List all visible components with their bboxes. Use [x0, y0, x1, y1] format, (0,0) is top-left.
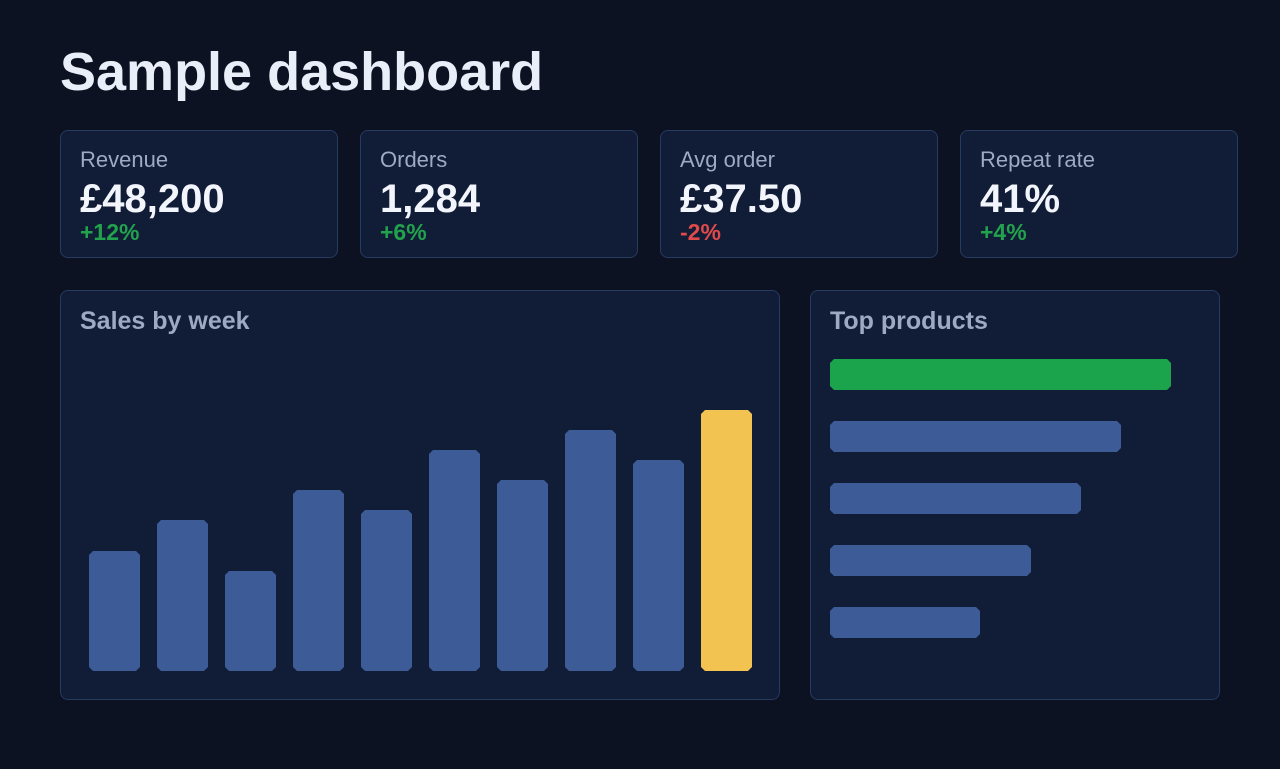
kpi-value: 1,284 [380, 177, 481, 221]
kpi-label: Avg order [680, 147, 775, 172]
product-bar [830, 607, 980, 638]
kpi-delta: -2% [680, 219, 721, 245]
kpi-value: £37.50 [680, 177, 803, 221]
sales-bar [225, 571, 276, 671]
kpi-card-avg-order: Avg order £37.50 -2% [660, 130, 938, 258]
sales-by-week-panel: Sales by week [60, 290, 780, 700]
product-bar [830, 545, 1031, 576]
sales-bar [565, 430, 616, 671]
kpi-label: Revenue [80, 147, 169, 172]
kpi-delta: +12% [80, 219, 140, 245]
kpi-label: Orders [380, 147, 448, 172]
panel-title: Top products [830, 307, 988, 335]
top-products-panel: Top products [810, 290, 1220, 700]
page-title: Sample dashboard [60, 42, 544, 102]
product-bar [830, 421, 1121, 452]
sales-bar [633, 460, 684, 671]
product-bar [830, 483, 1081, 514]
sales-bar [89, 551, 140, 671]
kpi-value: £48,200 [80, 177, 225, 221]
kpi-card-orders: Orders 1,284 +6% [360, 130, 638, 258]
kpi-delta: +4% [980, 219, 1027, 245]
kpi-card-revenue: Revenue £48,200 +12% [60, 130, 338, 258]
panel-title: Sales by week [80, 307, 250, 335]
kpi-value: 41% [980, 177, 1061, 221]
kpi-delta: +6% [380, 219, 427, 245]
kpi-card-repeat-rate: Repeat rate 41% +4% [960, 130, 1238, 258]
sales-bar [497, 480, 548, 671]
sales-bar [157, 520, 208, 671]
sales-bar [429, 450, 480, 671]
sales-bar [701, 410, 752, 671]
sales-bar [361, 510, 412, 671]
product-bar [830, 359, 1171, 390]
kpi-label: Repeat rate [980, 147, 1095, 172]
sales-bar [293, 490, 344, 671]
